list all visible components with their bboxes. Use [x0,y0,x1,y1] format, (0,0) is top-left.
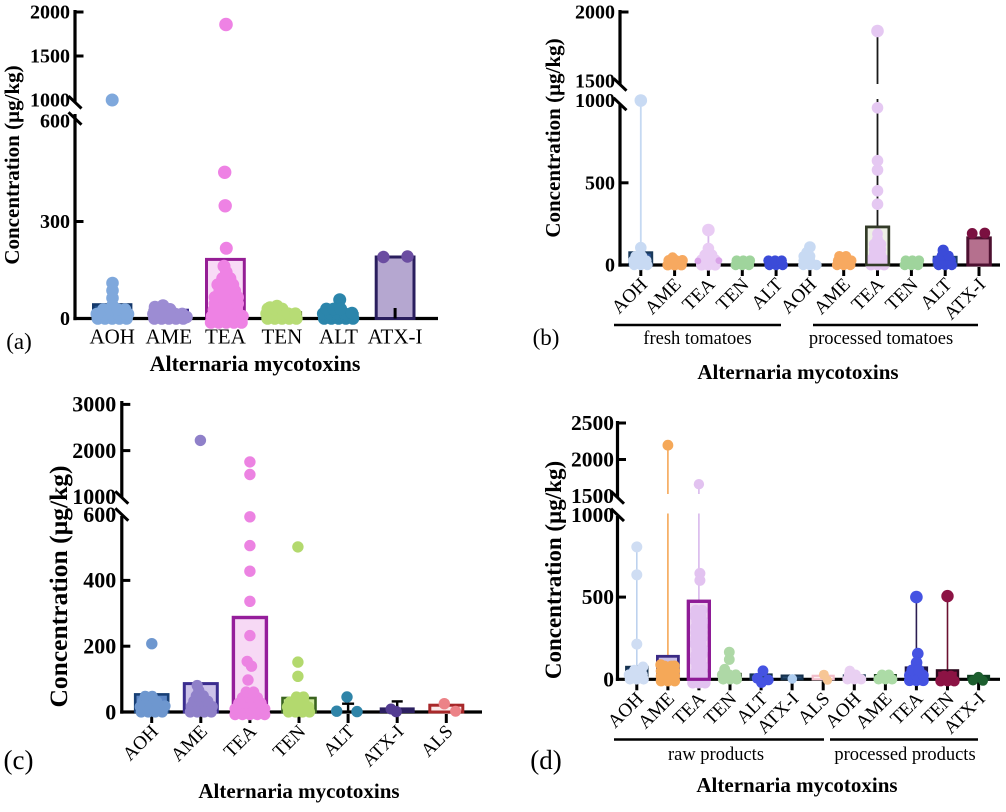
svg-text:2000: 2000 [30,2,70,24]
svg-text:Concentration (µg/kg): Concentration (µg/kg) [541,38,565,237]
svg-text:(a): (a) [6,329,32,354]
svg-text:600: 600 [40,111,70,133]
svg-text:2000: 2000 [571,448,614,472]
svg-text:1000: 1000 [72,484,116,509]
svg-text:Alternaria mycotoxins: Alternaria mycotoxins [150,351,361,376]
svg-text:1000: 1000 [30,90,70,112]
svg-text:1000: 1000 [571,503,614,527]
svg-text:400: 400 [83,568,116,593]
svg-text:0: 0 [605,255,615,277]
svg-text:3000: 3000 [72,392,116,417]
svg-text:(d): (d) [530,745,561,775]
svg-text:(b): (b) [533,325,560,350]
svg-text:500: 500 [582,585,614,609]
svg-text:200: 200 [83,634,116,659]
svg-text:Alternaria mycotoxins: Alternaria mycotoxins [198,779,399,803]
svg-text:Alternaria mycotoxins: Alternaria mycotoxins [697,360,898,384]
svg-text:500: 500 [585,172,615,194]
svg-text:fresh tomatoes: fresh tomatoes [643,329,751,349]
svg-text:(c): (c) [4,745,34,775]
svg-text:2500: 2500 [571,411,614,435]
svg-text:0: 0 [603,667,614,691]
svg-text:processed products: processed products [834,745,975,765]
svg-text:ALT: ALT [319,325,358,349]
svg-text:AME: AME [145,325,192,349]
svg-text:300: 300 [40,211,70,233]
svg-text:600: 600 [83,502,116,527]
svg-text:ATX-I: ATX-I [368,325,423,349]
svg-text:TEN: TEN [261,325,302,349]
svg-text:1500: 1500 [571,484,614,508]
svg-text:Concentration (µg/kg): Concentration (µg/kg) [44,465,73,707]
svg-text:processed tomatoes: processed tomatoes [809,329,953,349]
svg-text:2000: 2000 [575,2,615,24]
svg-text:raw products: raw products [668,745,764,765]
svg-text:AOH: AOH [89,325,135,349]
svg-text:Alternaria mycotoxins: Alternaria mycotoxins [696,773,897,797]
svg-text:Concentration (µg/kg): Concentration (µg/kg) [541,461,566,679]
svg-text:1000: 1000 [575,90,615,112]
svg-text:0: 0 [60,308,70,330]
svg-text:1500: 1500 [575,71,615,93]
svg-text:Concentration (µg/kg): Concentration (µg/kg) [0,65,24,264]
svg-text:2000: 2000 [72,438,116,463]
svg-text:1500: 1500 [30,46,70,68]
svg-text:0: 0 [105,699,116,724]
